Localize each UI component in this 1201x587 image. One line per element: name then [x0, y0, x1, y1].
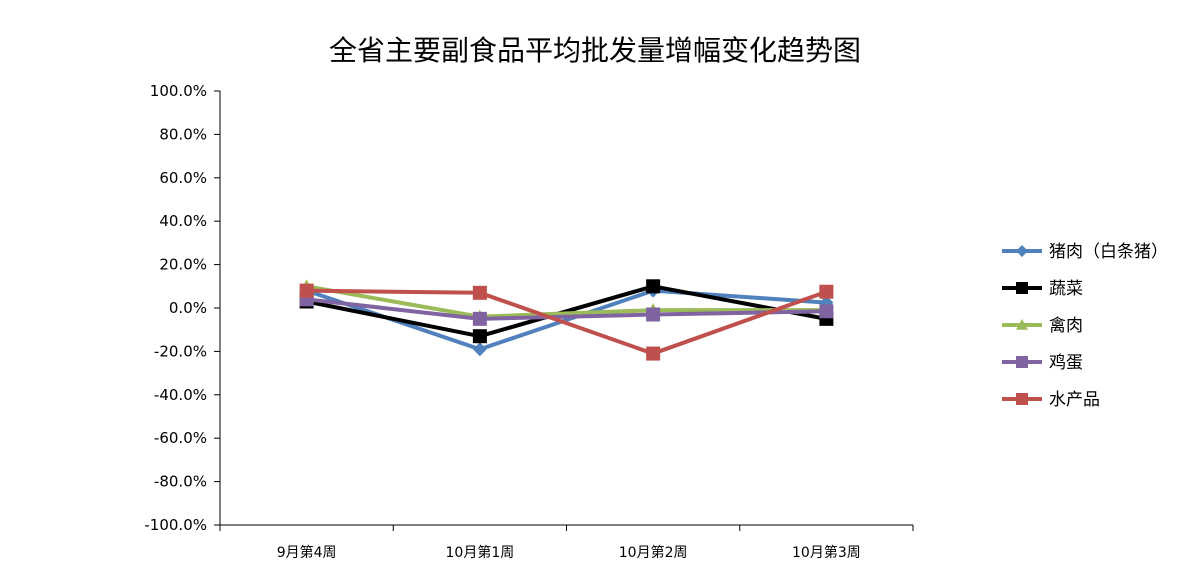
data-point: [646, 279, 661, 294]
y-tick-label: 60.0%: [159, 169, 207, 187]
data-point: [819, 304, 834, 319]
axes: 100.0% 80.0% 60.0% 40.0% 20.0% 0.0% -20.0% -40.…: [144, 82, 914, 561]
y-tick-label: -40.0%: [154, 386, 207, 404]
data-point: [472, 285, 487, 300]
legend-label: 鸡蛋: [1049, 353, 1083, 373]
legend-label: 禽肉: [1049, 316, 1083, 336]
data-point: [472, 342, 487, 357]
y-tick-label: 80.0%: [159, 125, 207, 143]
series-line: [306, 288, 828, 356]
y-tick-label: -60.0%: [154, 429, 207, 447]
legend-marker: [1016, 319, 1028, 330]
chart-title: 全省主要副食品平均批发量增幅变化趋势图: [329, 34, 861, 67]
y-tick-label: -100.0%: [144, 516, 207, 534]
series-line: [306, 284, 827, 339]
legend-label: 蔬菜: [1049, 279, 1083, 299]
y-tick-label: 20.0%: [159, 256, 207, 274]
legend-label: 猪肉（白条猪）: [1049, 242, 1168, 262]
y-tick-label: 100.0%: [150, 82, 207, 100]
legend-marker: [1016, 282, 1028, 294]
x-tick-label: 10月第3周: [792, 544, 861, 561]
data-point: [646, 346, 661, 361]
series-line: [306, 284, 827, 319]
legend-marker: [1016, 356, 1028, 368]
series-line: [306, 297, 827, 321]
y-tick-label: 0.0%: [169, 299, 207, 317]
data-point: [646, 307, 661, 322]
data-point: [299, 283, 314, 298]
x-tick-label: 9月第4周: [277, 544, 337, 561]
x-tick-label: 10月第2周: [619, 544, 688, 561]
legend-marker: [1016, 393, 1028, 405]
y-tick-label: 40.0%: [159, 212, 207, 230]
data-point: [472, 329, 487, 344]
x-tick-label: 10月第1周: [446, 544, 515, 561]
series-layer: [299, 279, 834, 361]
legend-marker: [1016, 245, 1028, 257]
y-tick-label: -20.0%: [154, 342, 207, 360]
data-point: [472, 311, 487, 326]
legend-label: 水产品: [1049, 390, 1100, 410]
data-point: [819, 284, 834, 299]
y-tick-label: -80.0%: [154, 473, 207, 491]
